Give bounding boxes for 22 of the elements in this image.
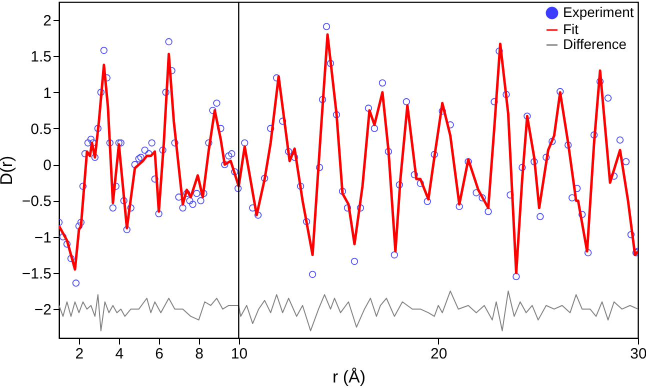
line-series [59,290,638,332]
x-tick-label: 30 [630,346,646,362]
y-tick-label: −0.5 [22,193,52,210]
x-tick-label: 20 [430,346,448,362]
x-tick-label: 4 [115,346,124,362]
y-tick-label: 1.5 [30,48,52,66]
y-tick-label: 1 [43,84,52,102]
y-axis-title: D(r) [0,156,16,186]
y-tick-label: 0 [43,157,52,174]
x-tick-label: 6 [155,346,164,362]
legend-label: Fit [563,21,579,37]
y-tick-label: 0.5 [30,120,52,138]
y-tick-label: 2 [43,12,52,30]
x-axis-title: r (Å) [332,368,366,386]
y-tick-label: −2 [34,302,52,319]
x-tick-label: 2 [75,346,84,362]
y-tick-label: −1.5 [22,265,52,282]
legend-label: Experiment [563,4,634,20]
legend-label: Difference [563,36,627,52]
y-tick-label: −1 [34,229,52,246]
x-tick-label: 8 [195,346,204,362]
x-tick-label: 10 [230,346,248,362]
